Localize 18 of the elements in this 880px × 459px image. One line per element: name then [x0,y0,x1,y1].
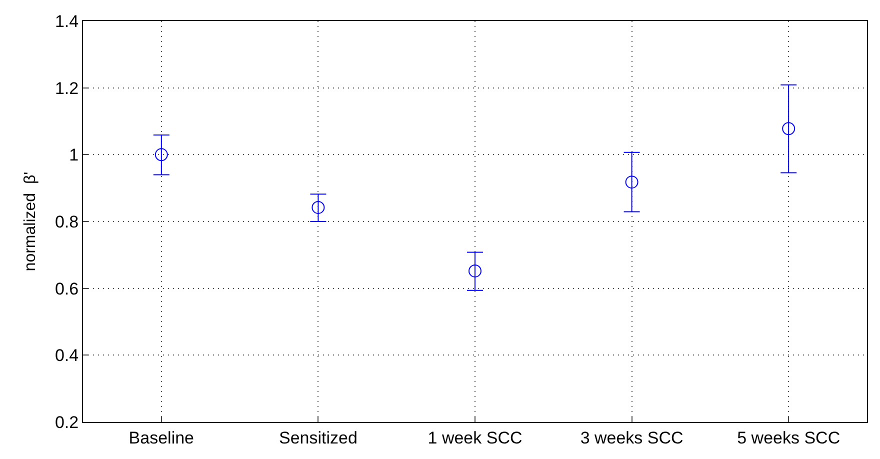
x-tick-label: 5 weeks SCC [737,428,840,448]
point [782,122,796,136]
y-tick-label: 0.8 [54,212,79,232]
y-axis-title: normalized β' [22,172,39,272]
point [154,148,168,162]
x-tick-label: 3 weeks SCC [580,428,684,448]
x-tick-label: 1 week SCC [428,428,522,448]
point [625,176,638,189]
y-tick-label: 1.2 [54,78,79,98]
y-tick-label: 0.6 [54,279,79,298]
y-tick-label: 1.4 [54,12,79,31]
x-tick-label: Baseline [128,428,194,448]
y-tick-label: 1 [69,146,79,165]
point [468,264,482,278]
y-tick-label: 0.2 [54,412,79,432]
x-tick-label: Sensitized [278,428,358,448]
point [312,200,325,214]
y-tick-label: 0.4 [54,346,79,366]
